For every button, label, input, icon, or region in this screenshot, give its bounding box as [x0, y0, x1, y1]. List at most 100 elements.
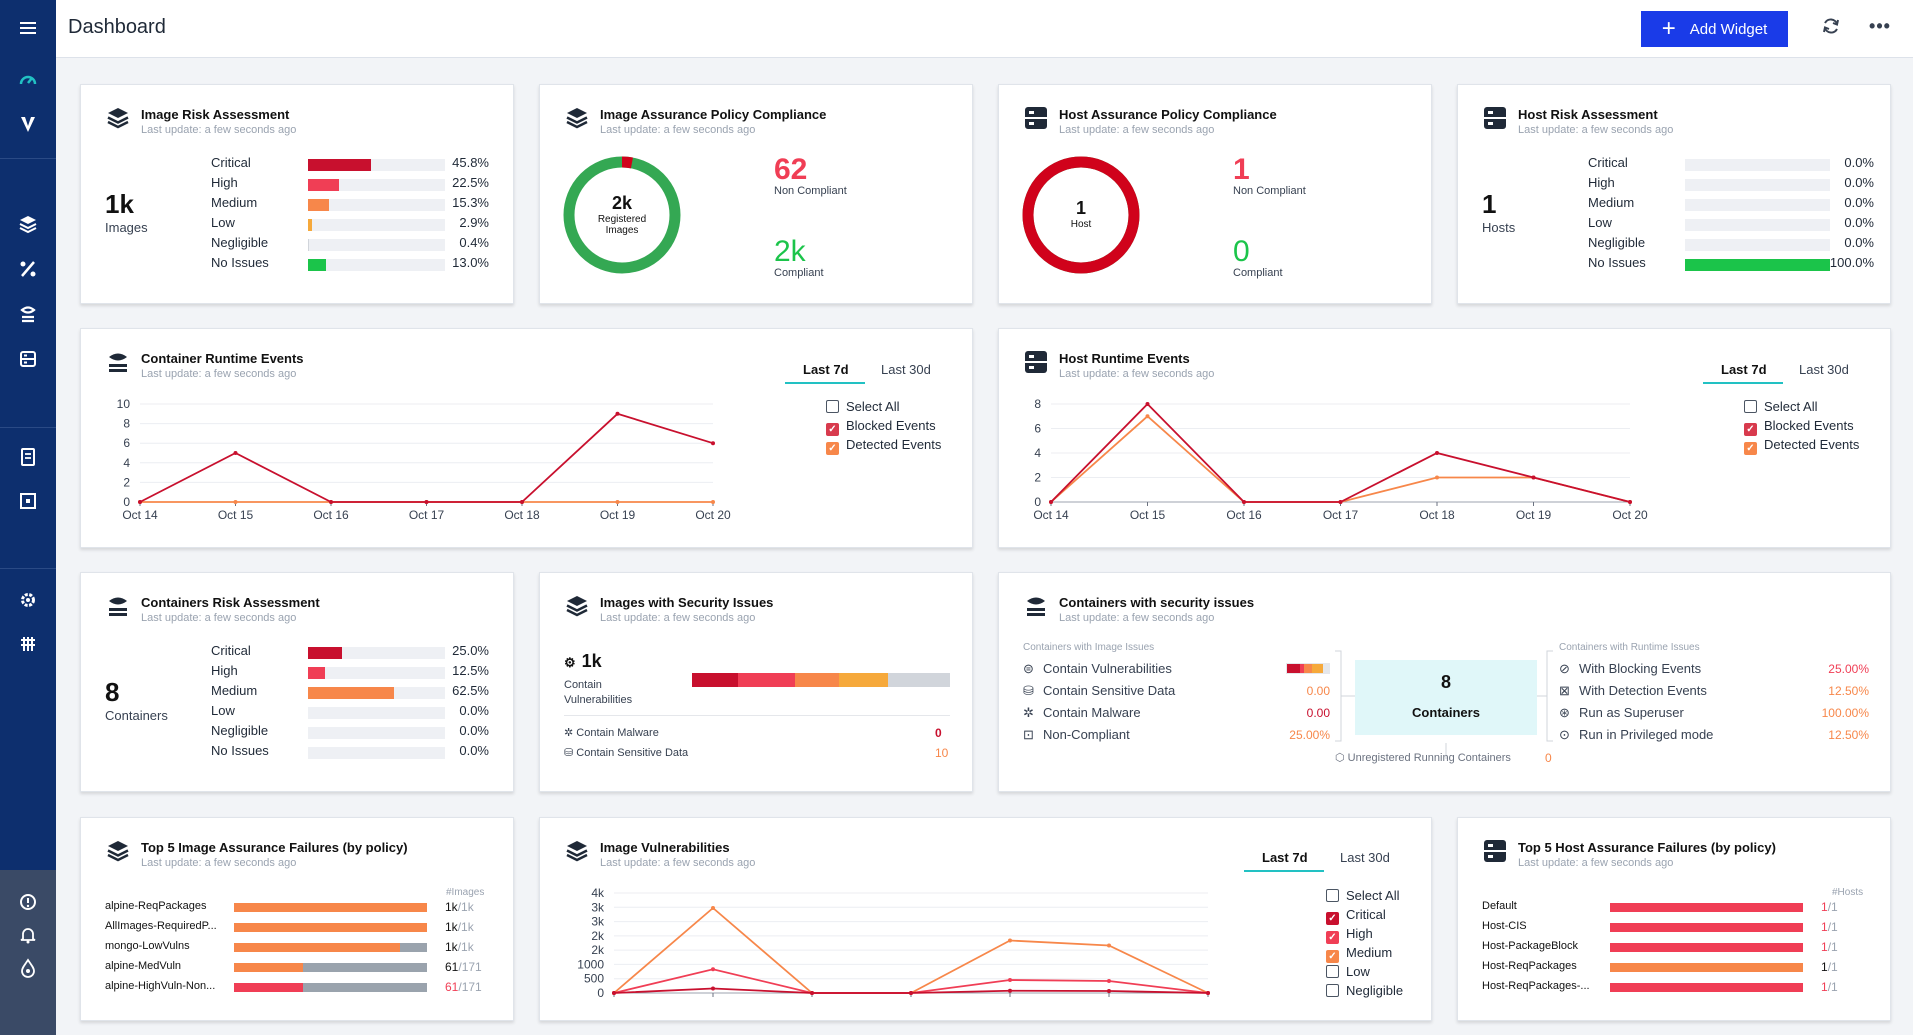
risk-row[interactable]: Medium 15.3% [211, 195, 489, 213]
risk-label: Critical [1588, 155, 1628, 170]
checkbox[interactable]: ✓ [826, 423, 839, 436]
risk-row[interactable]: Medium 62.5% [211, 683, 489, 701]
policy-name[interactable]: Host-PackageBlock [1482, 940, 1578, 952]
policy-name[interactable]: AllImages-RequiredP... [105, 920, 217, 932]
add-widget-button[interactable]: + Add Widget [1641, 11, 1788, 47]
tab-last-7d[interactable]: Last 7d [1721, 362, 1767, 377]
right-item-superuser[interactable]: ⊛ Run as Superuser [1559, 705, 1684, 721]
legend-blocked[interactable]: ✓ Blocked Events [1744, 418, 1854, 436]
risk-row[interactable]: High 22.5% [211, 175, 489, 193]
risk-row[interactable]: Low 2.9% [211, 215, 489, 233]
risk-row[interactable]: Medium 0.0% [1588, 195, 1874, 213]
checkbox[interactable] [1744, 400, 1757, 413]
layers-icon[interactable] [14, 210, 42, 238]
left-item-noncompliant[interactable]: ⊡ Non-Compliant [1023, 727, 1130, 743]
legend-select-all[interactable]: Select All [1326, 888, 1399, 903]
left-item-sensitive[interactable]: ⛁ Contain Sensitive Data [1023, 683, 1175, 699]
legend-select-all[interactable]: Select All [1744, 399, 1817, 414]
info-icon[interactable] [14, 888, 42, 916]
connector-lines [1335, 650, 1553, 759]
tab-last-30d[interactable]: Last 30d [881, 362, 931, 377]
risk-row[interactable]: Negligible 0.4% [211, 235, 489, 253]
right-item-blocking[interactable]: ⊘ With Blocking Events [1559, 661, 1701, 677]
policy-bar [1610, 963, 1803, 972]
gauge-icon[interactable] [14, 66, 42, 94]
detect-icon: ⊠ [1559, 683, 1570, 698]
policy-name[interactable]: Host-ReqPackages [1482, 960, 1577, 972]
checkbox[interactable] [1326, 984, 1339, 997]
count-den: /1 [1827, 980, 1838, 994]
right-item-detection[interactable]: ⊠ With Detection Events [1559, 683, 1707, 699]
checkbox[interactable]: ✓ [1326, 912, 1339, 925]
checkbox[interactable]: ✓ [1744, 442, 1757, 455]
tab-last-30d[interactable]: Last 30d [1799, 362, 1849, 377]
vuln-stacked-bar [692, 673, 950, 687]
risk-row[interactable]: High 0.0% [1588, 175, 1874, 193]
bell-icon[interactable] [14, 921, 42, 949]
checkbox[interactable]: ✓ [826, 442, 839, 455]
risk-row[interactable]: High 12.5% [211, 663, 489, 681]
legend-low[interactable]: Low [1326, 964, 1370, 979]
left-item-malware[interactable]: ✲ Contain Malware [1023, 705, 1141, 721]
checkbox[interactable]: ✓ [1326, 931, 1339, 944]
policy-name[interactable]: Default [1482, 900, 1517, 912]
more-icon[interactable]: ••• [1869, 16, 1891, 36]
document-icon[interactable] [14, 443, 42, 471]
legend-detected[interactable]: ✓ Detected Events [1744, 437, 1859, 455]
gear-icon[interactable] [14, 586, 42, 614]
tab-last-7d[interactable]: Last 7d [803, 362, 849, 377]
risk-label: No Issues [1588, 255, 1646, 270]
risk-row[interactable]: Critical 25.0% [211, 643, 489, 661]
sidebar-divider [0, 158, 56, 159]
legend-select-all[interactable]: Select All [826, 399, 899, 414]
policy-name[interactable]: Host-CIS [1482, 920, 1527, 932]
unregistered-row[interactable]: ⬡ Unregistered Running Containers [1335, 751, 1511, 764]
containers-center-box[interactable]: 8 Containers [1355, 660, 1537, 735]
risk-row[interactable]: No Issues 100.0% [1588, 255, 1874, 273]
policy-name[interactable]: alpine-MedVuln [105, 960, 182, 972]
risk-track [308, 239, 445, 251]
policy-name[interactable]: alpine-ReqPackages [105, 900, 207, 912]
grid-icon[interactable] [14, 630, 42, 658]
left-item-vulnerabilities[interactable]: ⊜ Contain Vulnerabilities [1023, 661, 1172, 677]
risk-row[interactable]: Critical 0.0% [1588, 155, 1874, 173]
right-item-privileged[interactable]: ⊙ Run in Privileged mode [1559, 727, 1713, 743]
policy-name[interactable]: mongo-LowVulns [105, 940, 190, 952]
risk-track [308, 159, 445, 171]
tab-last-7d[interactable]: Last 7d [1262, 850, 1308, 865]
drop-icon[interactable] [14, 954, 42, 982]
legend-negligible[interactable]: Negligible [1326, 983, 1403, 998]
policy-name[interactable]: Host-ReqPackages-... [1482, 980, 1590, 992]
legend-blocked[interactable]: ✓ Blocked Events [826, 418, 936, 436]
risk-row[interactable]: No Issues 13.0% [211, 255, 489, 273]
legend-detected[interactable]: ✓ Detected Events [826, 437, 941, 455]
checkbox[interactable]: ✓ [1744, 423, 1757, 436]
checkbox[interactable] [1326, 889, 1339, 902]
refresh-icon[interactable] [1818, 16, 1844, 42]
last-update: Last update: a few seconds ago [1518, 857, 1674, 869]
policy-name[interactable]: alpine-HighVuln-Non... [105, 980, 216, 992]
container-icon[interactable] [14, 300, 42, 328]
risk-row[interactable]: Low 0.0% [1588, 215, 1874, 233]
server-icon[interactable] [14, 345, 42, 373]
data-point [1107, 943, 1111, 948]
risk-row[interactable]: Critical 45.8% [211, 155, 489, 173]
risk-row[interactable]: Negligible 0.0% [1588, 235, 1874, 253]
checkbox[interactable] [826, 400, 839, 413]
scan-icon[interactable] [14, 487, 42, 515]
legend-high[interactable]: ✓ High [1326, 926, 1373, 944]
risk-row[interactable]: Negligible 0.0% [211, 723, 489, 741]
checkbox[interactable] [1326, 965, 1339, 978]
legend-medium[interactable]: ✓ Medium [1326, 945, 1392, 963]
image-policy-card: Image Assurance Policy Compliance Last up… [539, 84, 973, 304]
risk-row[interactable]: No Issues 0.0% [211, 743, 489, 761]
tab-last-30d[interactable]: Last 30d [1340, 850, 1390, 865]
y-tick-label: 3k [591, 915, 605, 929]
risk-row[interactable]: Low 0.0% [211, 703, 489, 721]
risk-value: 0.0% [459, 703, 489, 718]
shield-icon[interactable] [14, 110, 42, 138]
legend-critical[interactable]: ✓ Critical [1326, 907, 1386, 925]
checkbox[interactable]: ✓ [1326, 950, 1339, 963]
percent-icon[interactable] [14, 255, 42, 283]
menu-icon[interactable] [14, 14, 42, 42]
